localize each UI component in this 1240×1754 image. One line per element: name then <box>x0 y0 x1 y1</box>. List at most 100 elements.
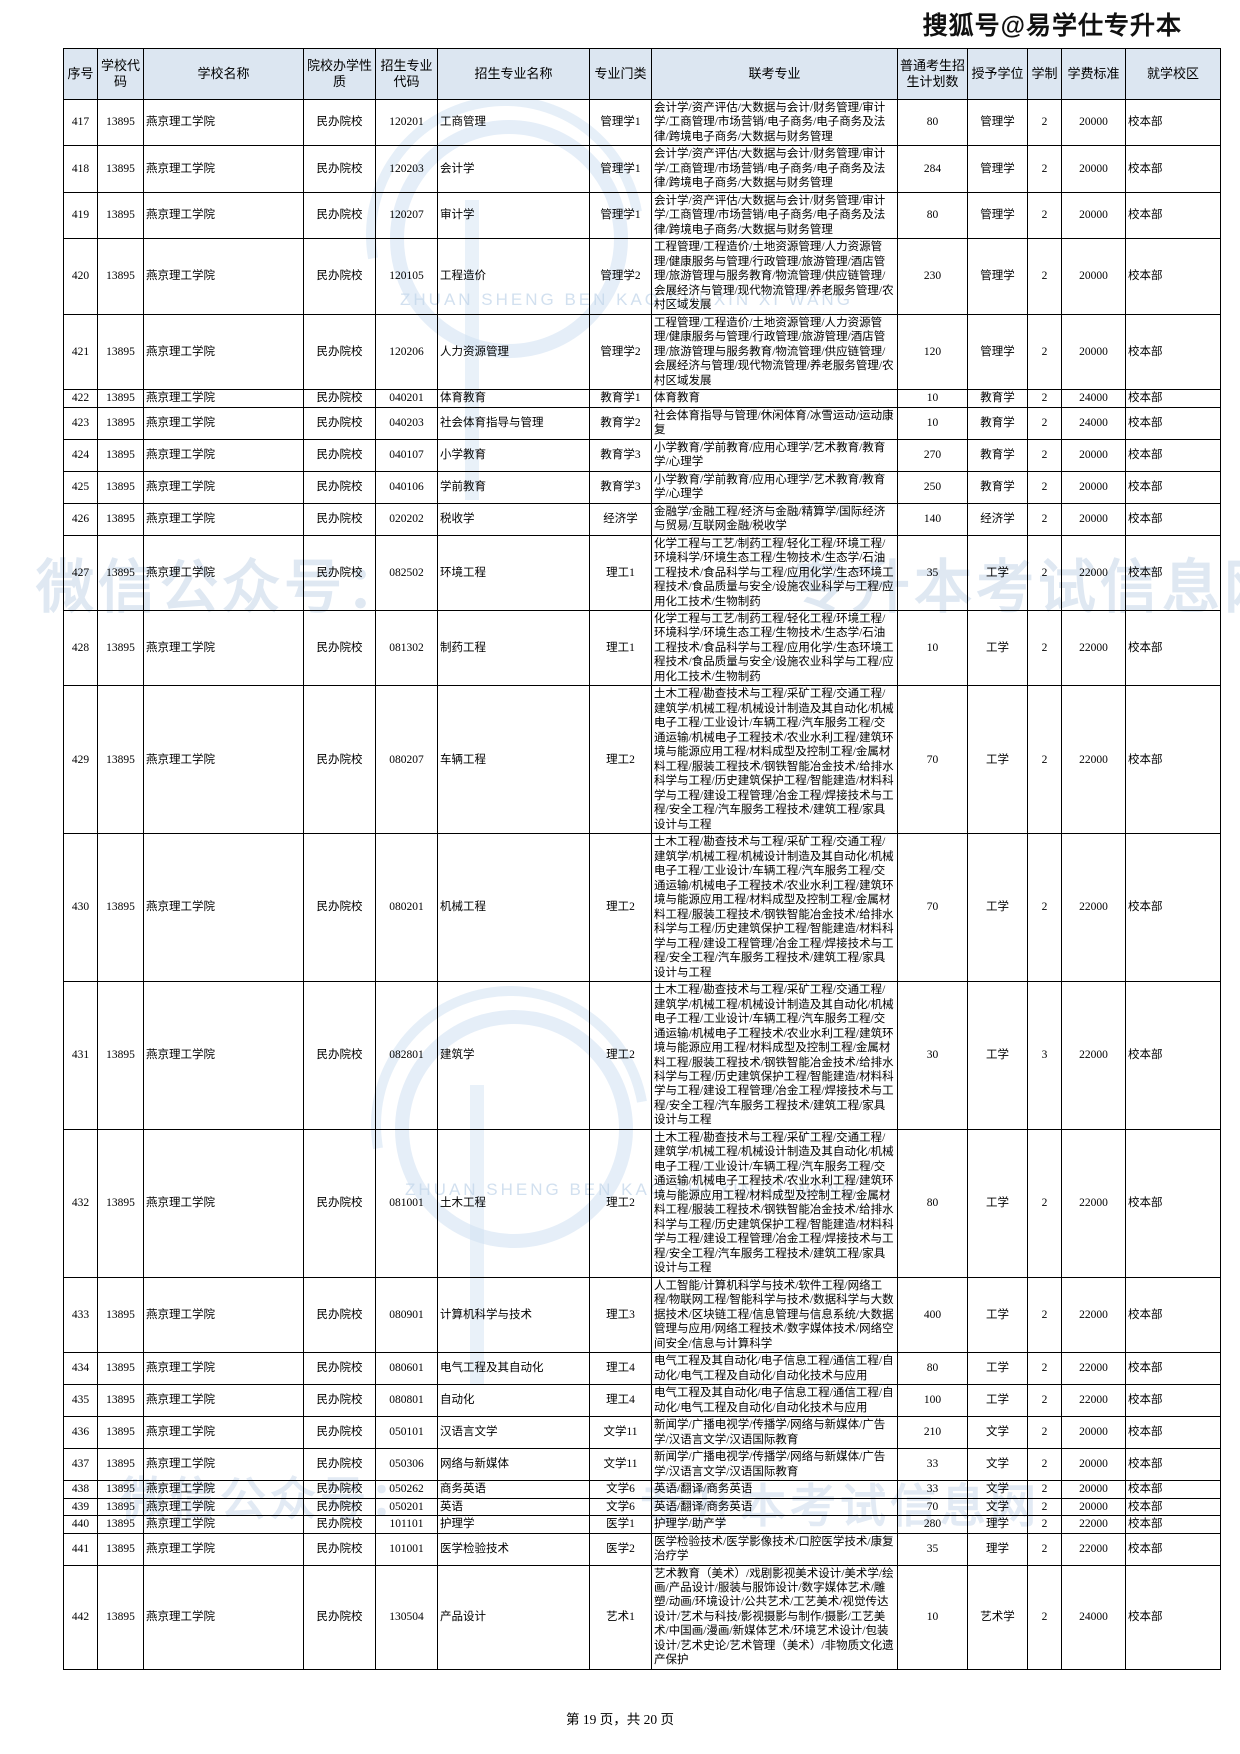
cell-index: 437 <box>63 1448 98 1482</box>
cell-tuition: 20000 <box>1061 470 1126 504</box>
cell-degree: 管理学 <box>967 313 1028 391</box>
cell-major-code: 120207 <box>375 191 438 240</box>
cell-index: 440 <box>63 1515 98 1534</box>
table-row: 419 13895 燕京理工学院 民办院校 120207 审计学 管理学1 会计学/资产评估/… <box>63 191 1221 240</box>
cell-tuition: 20000 <box>1061 313 1126 391</box>
table-row: 420 13895 燕京理工学院 民办院校 120105 工程造价 管理学2 工程管理/工程造… <box>63 238 1221 315</box>
cell-major-name: 机械工程 <box>437 833 590 983</box>
cell-duration: 2 <box>1027 191 1062 240</box>
cell-joint-majors: 化学工程与工艺/制药工程/轻化工程/环境工程/环境科学/环境生态工程/生物技术/… <box>651 534 898 611</box>
table-row: 421 13895 燕京理工学院 民办院校 120206 人力资源管理 管理学2 工程管理/工… <box>63 313 1221 391</box>
cell-joint-majors: 医学检验技术/医学影像技术/口腔医学技术/康复治疗学 <box>651 1532 898 1566</box>
cell-duration: 2 <box>1027 1480 1062 1499</box>
cell-school-nature: 民办院校 <box>303 191 376 240</box>
table-row: 436 13895 燕京理工学院 民办院校 050101 汉语言文学 文学11 新闻学/广播电… <box>63 1416 1221 1450</box>
cell-major-name: 税收学 <box>437 502 590 536</box>
cell-index: 442 <box>63 1564 98 1670</box>
cell-degree: 工学 <box>967 609 1028 687</box>
cell-major-name: 医学检验技术 <box>437 1532 590 1566</box>
cell-degree: 文学 <box>967 1416 1028 1450</box>
cell-tuition: 22000 <box>1061 534 1126 611</box>
cell-tuition: 20000 <box>1061 238 1126 315</box>
cell-degree: 教育学 <box>967 470 1028 504</box>
cell-plan-count: 35 <box>897 1532 968 1566</box>
cell-school-nature: 民办院校 <box>303 238 376 315</box>
cell-school-name: 燕京理工学院 <box>143 981 304 1130</box>
cell-school-code: 13895 <box>97 98 144 147</box>
cell-school-code: 13895 <box>97 1276 144 1354</box>
cell-plan-count: 30 <box>897 981 968 1130</box>
enrollment-plan-table: 序号 学校代码 学校名称 院校办学性质 招生专业代码 招生专业名称 专业门类 联… <box>63 48 1221 1670</box>
cell-school-nature: 民办院校 <box>303 1448 376 1482</box>
cell-school-code: 13895 <box>97 1384 144 1418</box>
cell-plan-count: 10 <box>897 389 968 408</box>
cell-school-name: 燕京理工学院 <box>143 1276 304 1354</box>
cell-joint-majors: 土木工程/勘查技术与工程/采矿工程/交通工程/建筑学/机械工程/机械设计制造及其… <box>651 1128 898 1278</box>
table-row: 428 13895 燕京理工学院 民办院校 081302 制药工程 理工1 化学工程与工艺/制… <box>63 609 1221 687</box>
cell-index: 439 <box>63 1497 98 1517</box>
cell-school-name: 燕京理工学院 <box>143 98 304 147</box>
cell-duration: 2 <box>1027 1448 1062 1482</box>
cell-duration: 2 <box>1027 1515 1062 1534</box>
cell-joint-majors: 电气工程及其自动化/电子信息工程/通信工程/自动化/电气工程及自动化/自动化技术… <box>651 1352 898 1386</box>
cell-major-category: 管理学1 <box>589 191 652 240</box>
cell-school-name: 燕京理工学院 <box>143 406 304 440</box>
cell-joint-majors: 新闻学/广播电视学/传播学/网络与新媒体/广告学/汉语言文学/汉语国际教育 <box>651 1416 898 1450</box>
cell-joint-majors: 护理学/助产学 <box>651 1515 898 1534</box>
cell-tuition: 20000 <box>1061 438 1126 472</box>
table-row: 422 13895 燕京理工学院 民办院校 040201 体育教育 教育学1 体育教育 10 教育… <box>63 389 1221 408</box>
cell-tuition: 22000 <box>1061 1276 1126 1354</box>
cell-degree: 管理学 <box>967 98 1028 147</box>
cell-plan-count: 80 <box>897 1128 968 1278</box>
cell-major-name: 社会体育指导与管理 <box>437 406 590 440</box>
table-row: 434 13895 燕京理工学院 民办院校 080601 电气工程及其自动化 理工4 电气工程… <box>63 1352 1221 1386</box>
cell-school-code: 13895 <box>97 502 144 536</box>
cell-major-name: 商务英语 <box>437 1480 590 1499</box>
cell-school-nature: 民办院校 <box>303 470 376 504</box>
cell-degree: 教育学 <box>967 389 1028 408</box>
cell-major-code: 020202 <box>375 502 438 536</box>
cell-major-category: 管理学2 <box>589 313 652 391</box>
cell-major-code: 050101 <box>375 1416 438 1450</box>
cell-school-code: 13895 <box>97 1515 144 1534</box>
col-header-plan-count: 普通考生招生计划数 <box>897 48 968 100</box>
cell-school-name: 燕京理工学院 <box>143 191 304 240</box>
cell-plan-count: 270 <box>897 438 968 472</box>
col-header-school-code: 学校代码 <box>97 48 144 100</box>
cell-school-name: 燕京理工学院 <box>143 1497 304 1517</box>
cell-school-name: 燕京理工学院 <box>143 1352 304 1386</box>
cell-plan-count: 70 <box>897 1497 968 1517</box>
cell-major-name: 人力资源管理 <box>437 313 590 391</box>
cell-index: 426 <box>63 502 98 536</box>
cell-major-category: 理工4 <box>589 1352 652 1386</box>
cell-tuition: 24000 <box>1061 1564 1126 1670</box>
cell-plan-count: 400 <box>897 1276 968 1354</box>
cell-school-name: 燕京理工学院 <box>143 389 304 408</box>
cell-joint-majors: 土木工程/勘查技术与工程/采矿工程/交通工程/建筑学/机械工程/机械设计制造及其… <box>651 685 898 835</box>
cell-major-code: 082801 <box>375 981 438 1130</box>
cell-major-category: 理工2 <box>589 685 652 835</box>
cell-campus: 校本部 <box>1125 389 1221 408</box>
cell-joint-majors: 人工智能/计算机科学与技术/软件工程/网络工程/物联网工程/智能科学与技术/数据… <box>651 1276 898 1354</box>
cell-index: 435 <box>63 1384 98 1418</box>
cell-degree: 工学 <box>967 833 1028 983</box>
cell-major-name: 会计学 <box>437 145 590 193</box>
cell-campus: 校本部 <box>1125 685 1221 835</box>
cell-tuition: 20000 <box>1061 98 1126 147</box>
cell-major-category: 理工2 <box>589 981 652 1130</box>
cell-degree: 工学 <box>967 1276 1028 1354</box>
cell-index: 431 <box>63 981 98 1130</box>
cell-joint-majors: 会计学/资产评估/大数据与会计/财务管理/审计学/工商管理/市场营销/电子商务/… <box>651 145 898 193</box>
cell-plan-count: 35 <box>897 534 968 611</box>
col-header-duration: 学制 <box>1027 48 1062 100</box>
cell-major-category: 管理学1 <box>589 98 652 147</box>
cell-index: 441 <box>63 1532 98 1566</box>
table-row: 442 13895 燕京理工学院 民办院校 130504 产品设计 艺术1 艺术教育（美术）/… <box>63 1564 1221 1670</box>
cell-school-code: 13895 <box>97 191 144 240</box>
table-row: 440 13895 燕京理工学院 民办院校 101101 护理学 医学1 护理学/助产学 280… <box>63 1515 1221 1534</box>
cell-school-code: 13895 <box>97 609 144 687</box>
cell-major-code: 040106 <box>375 470 438 504</box>
cell-plan-count: 80 <box>897 191 968 240</box>
cell-index: 418 <box>63 145 98 193</box>
table-row: 430 13895 燕京理工学院 民办院校 080201 机械工程 理工2 土木工程/勘查技术… <box>63 833 1221 983</box>
